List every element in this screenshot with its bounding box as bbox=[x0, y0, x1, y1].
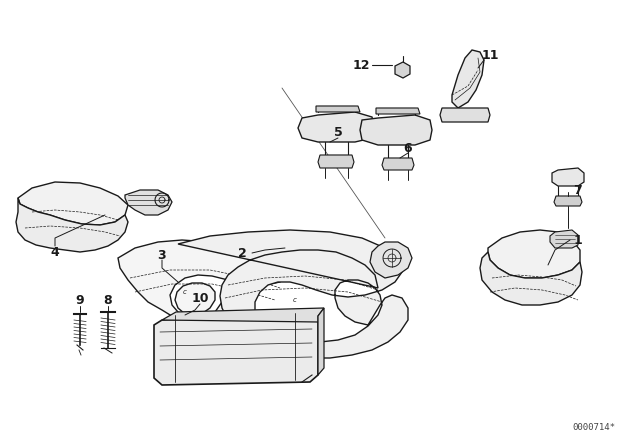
Polygon shape bbox=[178, 230, 408, 358]
Polygon shape bbox=[554, 196, 582, 206]
Text: 6: 6 bbox=[404, 142, 412, 155]
Polygon shape bbox=[382, 158, 414, 170]
Text: 9: 9 bbox=[76, 293, 84, 306]
Polygon shape bbox=[552, 168, 584, 186]
Polygon shape bbox=[154, 315, 318, 385]
Text: 11: 11 bbox=[481, 48, 499, 61]
Text: 7: 7 bbox=[573, 184, 582, 197]
Text: 12: 12 bbox=[353, 59, 370, 72]
Text: 3: 3 bbox=[157, 249, 166, 262]
Text: 2: 2 bbox=[237, 246, 246, 259]
Polygon shape bbox=[550, 230, 578, 248]
Polygon shape bbox=[125, 190, 172, 215]
Text: 4: 4 bbox=[51, 246, 60, 258]
Text: 1: 1 bbox=[573, 233, 582, 246]
Polygon shape bbox=[370, 242, 412, 278]
Polygon shape bbox=[488, 230, 580, 278]
Polygon shape bbox=[318, 155, 354, 168]
Text: 8: 8 bbox=[104, 293, 112, 306]
Polygon shape bbox=[118, 240, 288, 328]
Polygon shape bbox=[480, 252, 582, 305]
Polygon shape bbox=[318, 308, 324, 375]
Polygon shape bbox=[18, 182, 128, 225]
Text: c: c bbox=[183, 289, 187, 295]
Text: 5: 5 bbox=[333, 125, 342, 138]
Polygon shape bbox=[360, 115, 432, 145]
Polygon shape bbox=[316, 106, 360, 112]
Polygon shape bbox=[440, 108, 490, 122]
Polygon shape bbox=[298, 112, 375, 142]
Text: c: c bbox=[293, 297, 297, 303]
Text: 10: 10 bbox=[191, 292, 209, 305]
Polygon shape bbox=[162, 308, 324, 322]
Polygon shape bbox=[16, 198, 128, 252]
Text: 0000714*: 0000714* bbox=[572, 423, 615, 432]
Polygon shape bbox=[395, 62, 410, 78]
Polygon shape bbox=[376, 108, 420, 114]
Polygon shape bbox=[452, 50, 484, 108]
